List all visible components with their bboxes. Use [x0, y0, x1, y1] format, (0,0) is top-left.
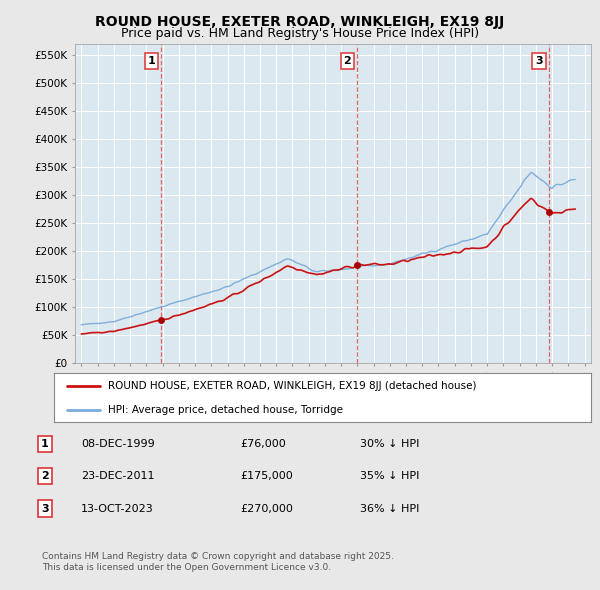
Text: 2: 2 [41, 471, 49, 481]
Text: £175,000: £175,000 [240, 471, 293, 481]
Text: £76,000: £76,000 [240, 439, 286, 448]
Text: Price paid vs. HM Land Registry's House Price Index (HPI): Price paid vs. HM Land Registry's House … [121, 27, 479, 40]
Text: £270,000: £270,000 [240, 504, 293, 513]
Text: 30% ↓ HPI: 30% ↓ HPI [360, 439, 419, 448]
Text: 23-DEC-2011: 23-DEC-2011 [81, 471, 155, 481]
Text: 35% ↓ HPI: 35% ↓ HPI [360, 471, 419, 481]
Text: 3: 3 [535, 56, 543, 66]
Text: ROUND HOUSE, EXETER ROAD, WINKLEIGH, EX19 8JJ: ROUND HOUSE, EXETER ROAD, WINKLEIGH, EX1… [95, 15, 505, 29]
Text: 08-DEC-1999: 08-DEC-1999 [81, 439, 155, 448]
Text: 1: 1 [148, 56, 155, 66]
Text: ROUND HOUSE, EXETER ROAD, WINKLEIGH, EX19 8JJ (detached house): ROUND HOUSE, EXETER ROAD, WINKLEIGH, EX1… [108, 381, 476, 391]
Text: Contains HM Land Registry data © Crown copyright and database right 2025.
This d: Contains HM Land Registry data © Crown c… [42, 552, 394, 572]
Text: HPI: Average price, detached house, Torridge: HPI: Average price, detached house, Torr… [108, 405, 343, 415]
Text: 2: 2 [343, 56, 351, 66]
Text: 13-OCT-2023: 13-OCT-2023 [81, 504, 154, 513]
Text: 3: 3 [41, 504, 49, 513]
Text: 36% ↓ HPI: 36% ↓ HPI [360, 504, 419, 513]
Text: 1: 1 [41, 439, 49, 448]
